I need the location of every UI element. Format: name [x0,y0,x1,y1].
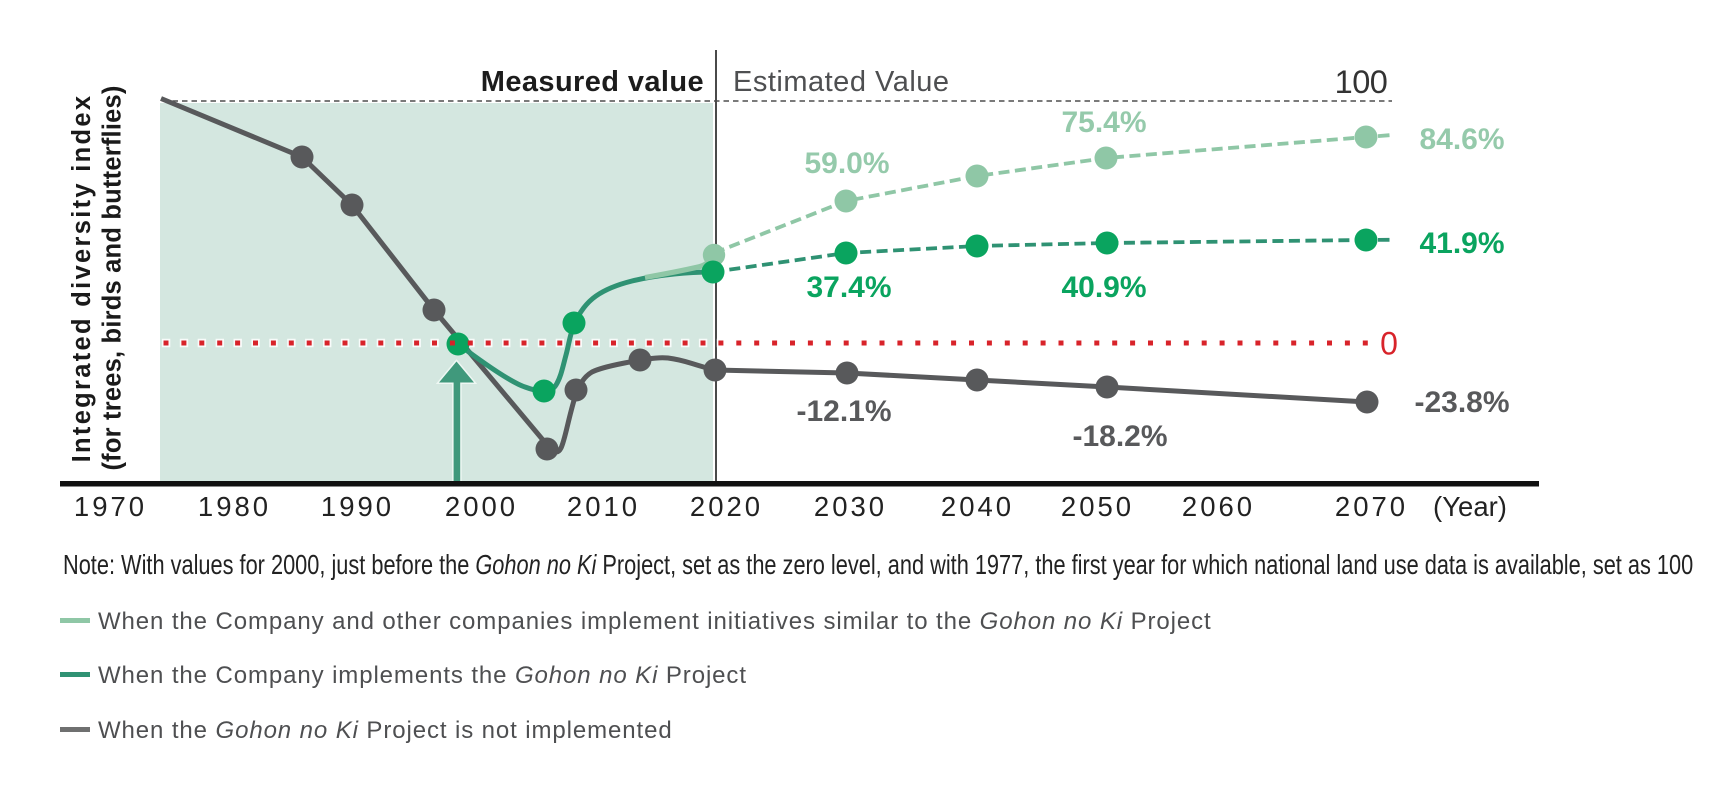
svg-text:2000: 2000 [445,491,518,522]
svg-text:Estimated Value: Estimated Value [733,66,950,98]
svg-text:1990: 1990 [321,491,394,522]
svg-text:2060: 2060 [1182,491,1255,522]
svg-text:84.6%: 84.6% [1419,123,1504,156]
svg-text:37.4%: 37.4% [806,271,891,304]
svg-text:2040: 2040 [941,491,1014,522]
svg-text:(for trees, birds and butterfl: (for trees, birds and butterflies) [99,85,127,470]
svg-text:2050: 2050 [1061,491,1134,522]
svg-text:2070: 2070 [1335,491,1408,522]
svg-text:40.9%: 40.9% [1061,271,1146,304]
svg-text:100: 100 [1335,64,1388,100]
svg-text:-23.8%: -23.8% [1414,386,1509,419]
svg-text:-18.2%: -18.2% [1072,420,1167,453]
svg-text:1970: 1970 [74,491,147,522]
svg-text:-12.1%: -12.1% [796,395,891,428]
svg-text:1980: 1980 [198,491,271,522]
svg-text:Measured value: Measured value [481,66,704,98]
svg-text:Integrated diversity index: Integrated diversity index [68,94,96,463]
svg-text:41.9%: 41.9% [1419,227,1504,260]
svg-text:2030: 2030 [814,491,887,522]
svg-text:59.0%: 59.0% [804,147,889,180]
svg-text:75.4%: 75.4% [1061,106,1146,139]
svg-text:(Year): (Year) [1433,491,1507,522]
svg-text:0: 0 [1380,326,1398,362]
svg-text:2010: 2010 [567,491,640,522]
svg-text:2020: 2020 [690,491,763,522]
